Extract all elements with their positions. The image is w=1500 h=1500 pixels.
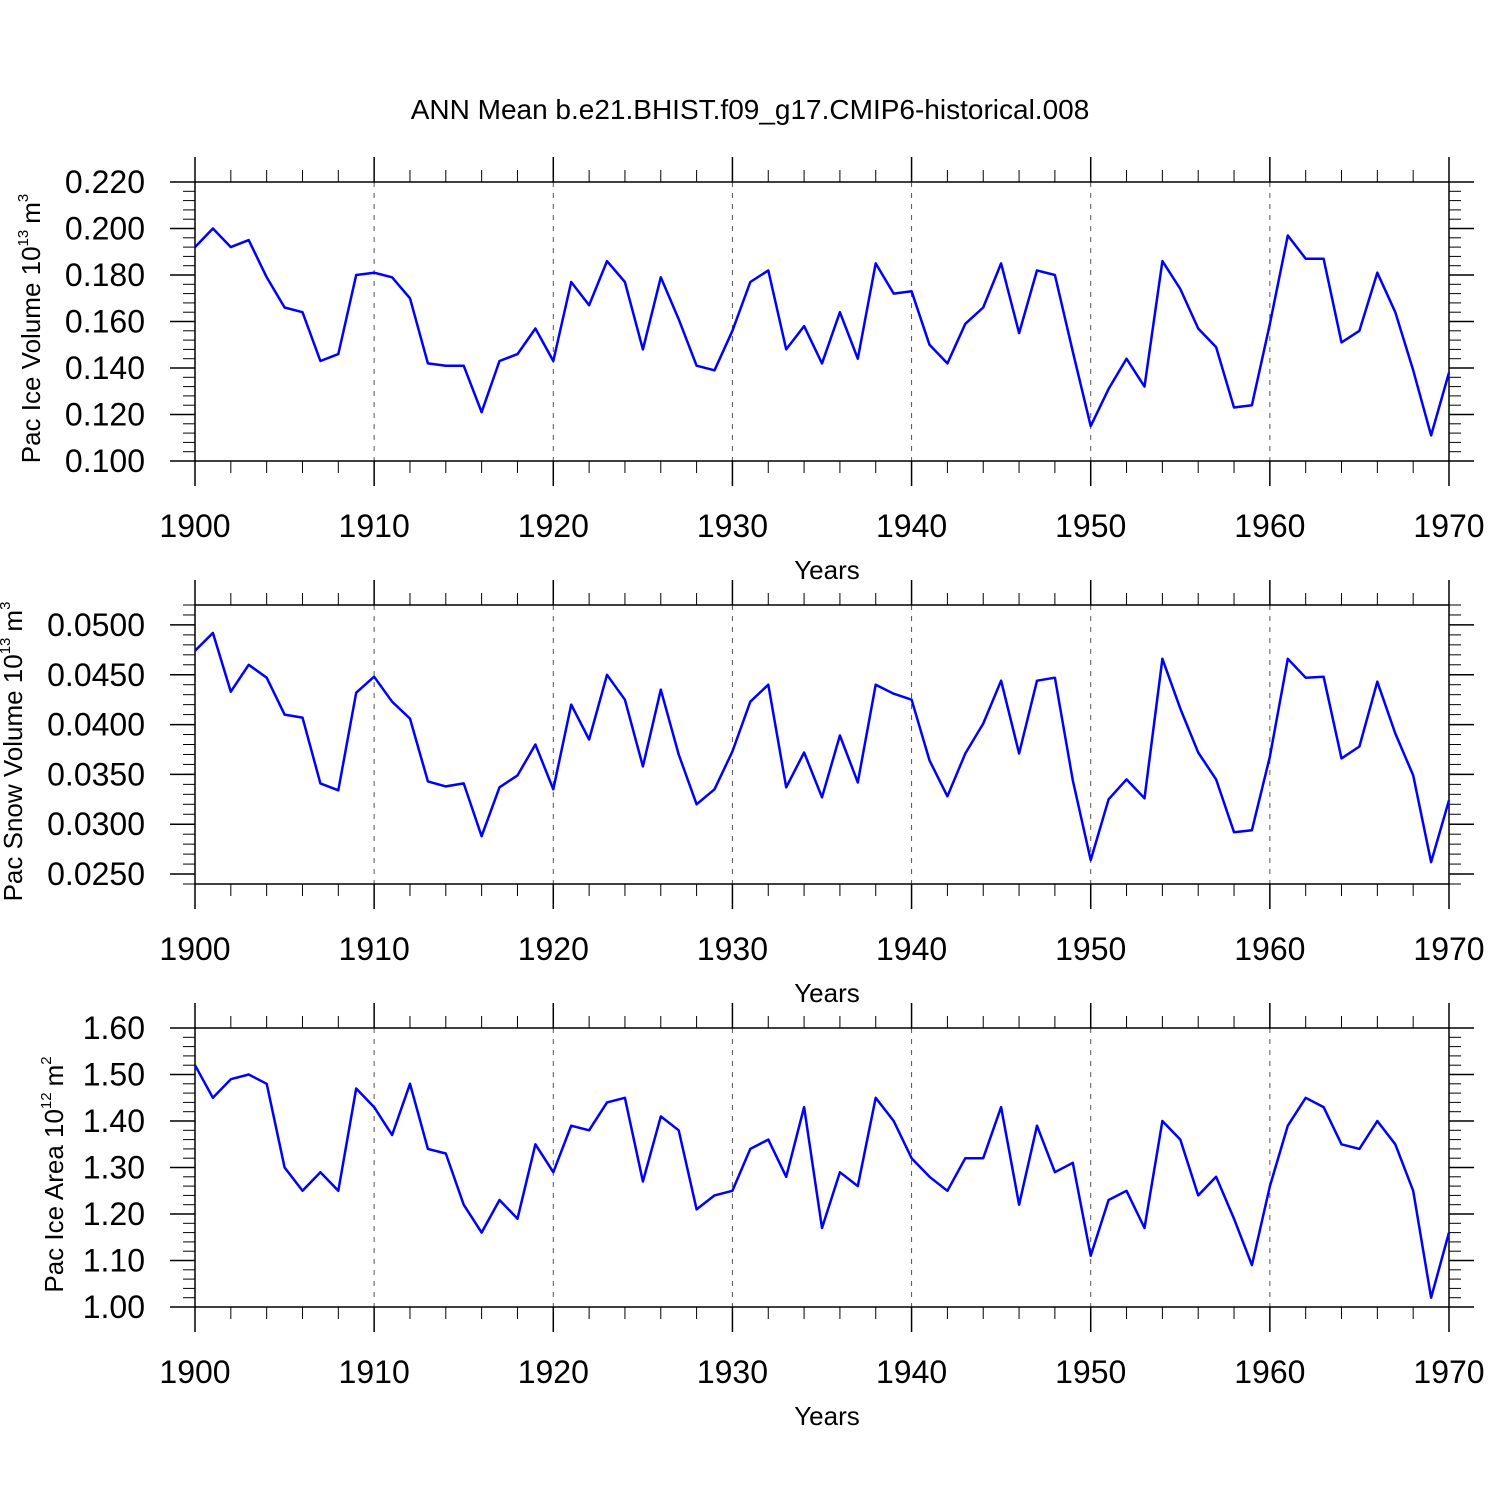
y-axis-label: Pac Ice Volume 1013 m3 [15,194,46,464]
y-tick-label: 1.50 [83,1057,145,1093]
y-label-superscript: 12 [38,1092,55,1109]
plot-frame [194,604,1450,885]
x-axis-label: Years [794,1401,860,1431]
y-tick-label: 0.0400 [47,707,145,743]
x-tick-label: 1970 [1413,1354,1484,1390]
y-tick-label: 0.140 [65,350,145,386]
x-tick-label: 1940 [876,1354,947,1390]
y-label-superscript: 13 [15,230,32,247]
y-tick-label: 0.0450 [47,657,145,693]
x-tick-label: 1910 [339,931,410,967]
x-tick-label: 1930 [697,508,768,544]
panel-1: 1900 1910 1920 1930 1940 1950 1960 1970 0.100 0.1… [15,157,1485,585]
x-tick-label: 1960 [1234,931,1305,967]
series-line [194,227,1451,437]
y-tick-label: 1.20 [83,1196,145,1232]
panel-2: 1900 1910 1920 1930 1940 1950 1960 1970 0.0250 0.… [0,580,1485,1008]
y-tick-label: 0.160 [65,304,145,340]
y-label-text: m [0,610,28,632]
x-tick-label: 1930 [697,931,768,967]
y-tick-label: 0.0350 [47,756,145,792]
x-tick-label: 1920 [518,508,589,544]
y-tick-label: 1.30 [83,1150,145,1186]
x-tick-label: 1960 [1234,508,1305,544]
figure-title: ANN Mean b.e21.BHIST.f09_g17.CMIP6-histo… [411,94,1090,125]
y-tick-label: 1.00 [83,1289,145,1325]
y-label-text: Pac Snow Volume 10 [0,654,28,901]
y-tick-label: 0.100 [65,443,145,479]
y-label-superscript: 3 [0,602,14,610]
y-tick-label: 1.60 [83,1010,145,1046]
y-tick-label: 0.200 [65,211,145,247]
y-label-superscript: 2 [38,1056,55,1064]
series-line [193,1064,1451,1299]
y-label-superscript: 3 [15,194,32,202]
y-tick-label: 0.0300 [47,806,145,842]
y-axis-label: Pac Snow Volume 1013 m3 [0,602,28,902]
x-tick-label: 1970 [1413,508,1484,544]
y-tick-label: 0.220 [65,164,145,200]
x-tick-label: 1970 [1413,931,1484,967]
x-tick-label: 1900 [159,931,230,967]
x-tick-label: 1940 [876,931,947,967]
plot-frame [194,1027,1450,1308]
y-tick-label: 0.0500 [47,607,145,643]
y-label-text: Pac Ice Area 10 [39,1109,69,1293]
series-line [194,631,1451,864]
x-tick-label: 1950 [1055,931,1126,967]
panel-3: 1900 1910 1920 1930 1940 1950 1960 1970 1.00 1.10… [38,1003,1485,1431]
x-tick-label: 1920 [518,1354,589,1390]
y-label-text: m [39,1065,69,1087]
panels: 1900 1910 1920 1930 1940 1950 1960 1970 0.100 0.1… [0,157,1485,1431]
x-tick-label: 1900 [159,1354,230,1390]
y-tick-label: 0.120 [65,397,145,433]
y-tick-label: 1.40 [83,1103,145,1139]
y-label-superscript: 13 [0,638,14,655]
x-axis-label: Years [794,555,860,585]
y-tick-label: 0.0250 [47,856,145,892]
x-tick-label: 1960 [1234,1354,1305,1390]
y-tick-label: 0.180 [65,257,145,293]
x-tick-label: 1910 [339,1354,410,1390]
x-tick-label: 1920 [518,931,589,967]
y-tick-label: 1.10 [83,1243,145,1279]
y-label-text: Pac Ice Volume 10 [16,246,46,463]
x-tick-label: 1950 [1055,1354,1126,1390]
y-axis-label: Pac Ice Area 1012 m2 [38,1056,69,1292]
x-tick-label: 1910 [339,508,410,544]
y-label-text: m [16,202,46,224]
x-tick-label: 1900 [159,508,230,544]
x-tick-label: 1950 [1055,508,1126,544]
x-tick-label: 1930 [697,1354,768,1390]
plot-frame [194,181,1450,462]
x-tick-label: 1940 [876,508,947,544]
x-axis-label: Years [794,978,860,1008]
